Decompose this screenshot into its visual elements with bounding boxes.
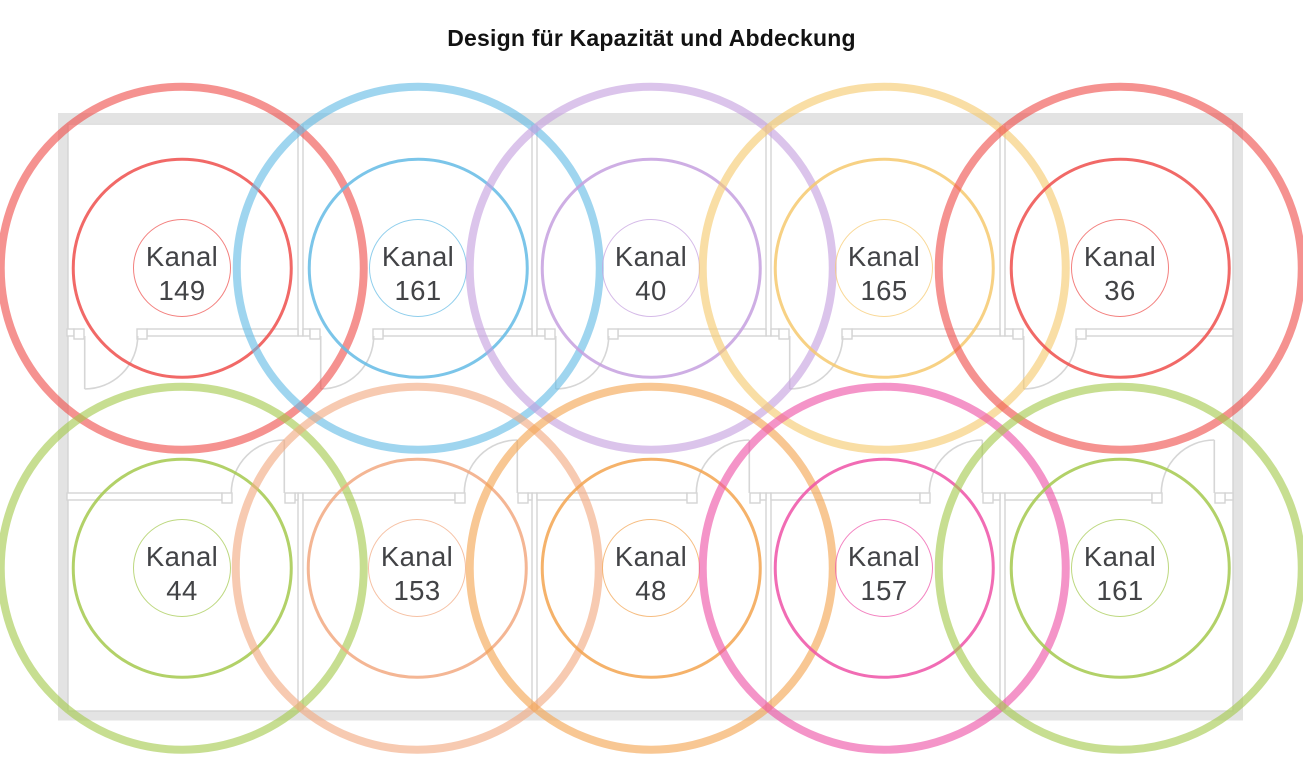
channel-label: Kanal 44 [146,540,218,608]
channel-number-text: 48 [635,575,667,606]
channel-word-text: Kanal [847,241,921,272]
channel-word-text: Kanal [614,541,688,572]
channel-label: Kanal 165 [848,240,920,308]
channel-label: Kanal 36 [1084,240,1156,308]
channel-number-text: 36 [1104,275,1136,306]
channel-label: Kanal 40 [615,240,687,308]
channel-number-text: 153 [393,575,441,606]
channel-label-ring [835,519,933,617]
channel-word-text: Kanal [381,241,455,272]
channel-number-text: 44 [166,575,198,606]
channel-word-text: Kanal [145,241,219,272]
channel-label-ring [368,519,466,617]
channel-label: Kanal 153 [381,540,453,608]
channel-number-text: 161 [1096,575,1144,606]
coverage-ring-outer [934,382,1303,754]
channel-label-ring [133,219,231,317]
channel-word-text: Kanal [614,241,688,272]
diagram-title: Design für Kapazität und Abdeckung [447,25,856,51]
channel-number-text: 165 [860,275,908,306]
channel-word-text: Kanal [1083,241,1157,272]
channel-number-text: 161 [394,275,442,306]
channel-word-text: Kanal [1083,541,1157,572]
channel-word-text: Kanal [145,541,219,572]
channel-label: Kanal 161 [1084,540,1156,608]
channel-label-ring [133,519,231,617]
channel-label: Kanal 157 [848,540,920,608]
channel-label: Kanal 48 [615,540,687,608]
channel-label: Kanal 161 [382,240,454,308]
channel-label: Kanal 149 [146,240,218,308]
channel-label-ring [1071,519,1169,617]
channel-word-text: Kanal [380,541,454,572]
channel-word-text: Kanal [847,541,921,572]
channel-number-text: 40 [635,275,667,306]
channel-label-ring [1071,219,1169,317]
coverage-ring-middle [1009,157,1231,379]
channel-label-ring [835,219,933,317]
channel-number-text: 157 [860,575,908,606]
channel-number-text: 149 [158,275,206,306]
coverage-ring-middle [1009,457,1231,679]
